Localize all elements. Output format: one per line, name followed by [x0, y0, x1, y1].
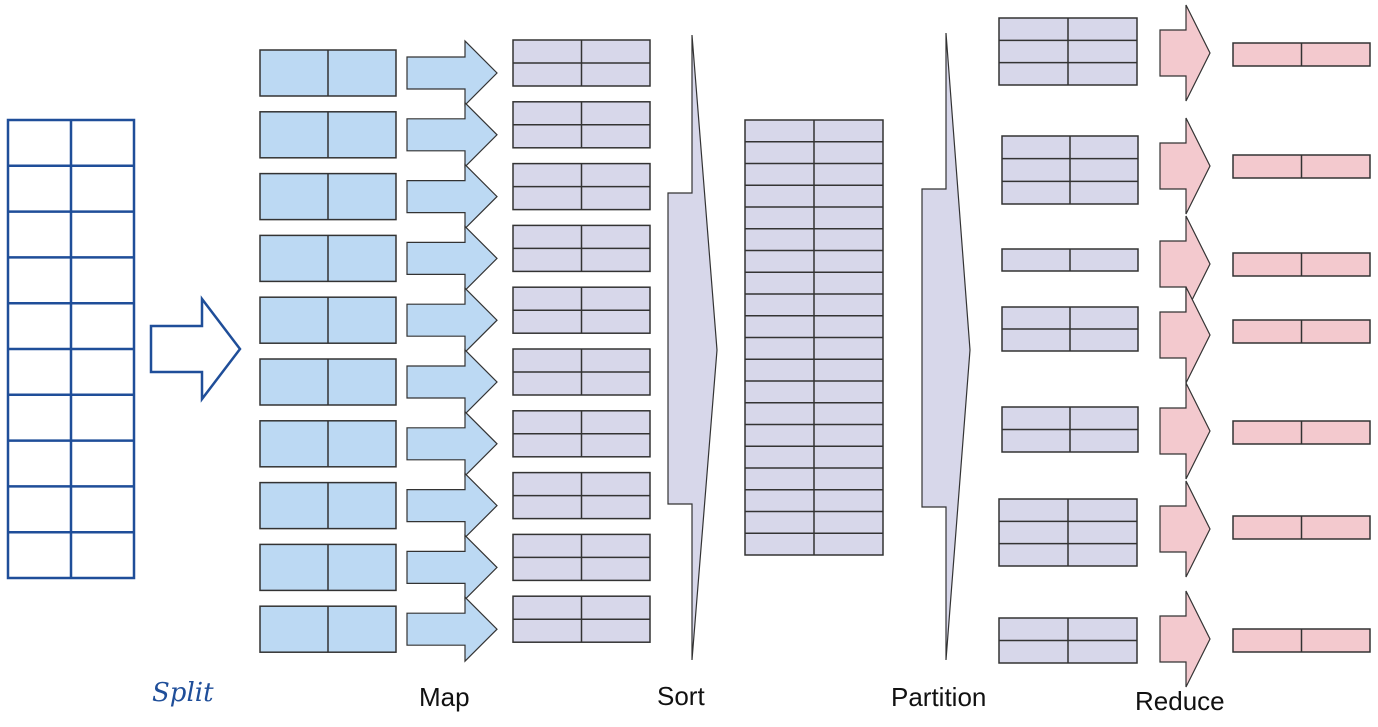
reduce-output-block	[1232, 420, 1371, 445]
reduce-arrows	[1159, 4, 1211, 688]
map-output-block	[512, 39, 651, 87]
sorted-grid	[744, 119, 884, 556]
sort-funnel-arrow	[667, 34, 718, 661]
map-input-block	[259, 234, 397, 283]
map-input-block	[259, 111, 397, 159]
reduce-arrow	[1159, 590, 1211, 688]
split-block-arrow	[149, 295, 242, 403]
partition-block	[998, 498, 1138, 567]
reduce-output-blocks	[1232, 42, 1371, 653]
sort-arrow	[667, 34, 718, 661]
map-arrow	[406, 533, 498, 601]
reduce-output-block	[1232, 154, 1371, 179]
map-input-block	[259, 605, 397, 653]
map-output-block	[512, 533, 651, 582]
map-output-blocks	[512, 39, 651, 643]
sort-label: Sort	[657, 681, 705, 711]
reduce-arrow	[1159, 4, 1211, 102]
partition-blocks	[998, 17, 1139, 664]
map-output-block	[512, 595, 651, 643]
partition-arrow	[921, 32, 971, 661]
partition-block	[1001, 306, 1139, 352]
map-input-block	[259, 172, 397, 221]
split-arrow	[149, 295, 242, 403]
map-input-block	[259, 358, 397, 406]
map-arrow	[406, 595, 498, 663]
map-arrow	[406, 224, 498, 292]
map-output-block	[512, 471, 651, 520]
split-input-table	[6, 118, 136, 580]
reduce-output-block	[1232, 252, 1371, 277]
reduce-arrow	[1159, 382, 1211, 480]
partition-block	[1001, 406, 1139, 453]
map-arrow	[406, 410, 498, 478]
reduce-output-block	[1232, 628, 1371, 653]
map-input-block	[259, 49, 397, 97]
map-arrow	[406, 348, 498, 416]
map-input-blocks	[259, 49, 397, 653]
map-arrow	[406, 101, 498, 169]
partition-label: Partition	[891, 682, 987, 712]
split-label: Split	[152, 678, 214, 708]
partition-block	[998, 17, 1138, 86]
map-input-block	[259, 420, 397, 468]
map-output-block	[512, 348, 651, 396]
sorted-table	[744, 119, 884, 556]
reduce-output-block	[1232, 42, 1371, 67]
reduce-output-block	[1232, 319, 1371, 344]
partition-block	[1001, 248, 1139, 272]
split-input-grid	[6, 118, 136, 580]
map-arrows	[406, 39, 498, 663]
map-input-block	[259, 481, 397, 530]
map-output-block	[512, 162, 651, 211]
map-output-block	[512, 410, 651, 458]
reduce-label: Reduce	[1135, 686, 1225, 716]
partition-funnel-arrow	[921, 32, 971, 661]
reduce-arrow	[1159, 215, 1211, 313]
reduce-arrow	[1159, 286, 1211, 384]
map-arrow	[406, 163, 498, 231]
map-input-block	[259, 543, 397, 592]
map-output-block	[512, 224, 651, 273]
reduce-arrow	[1159, 117, 1211, 215]
partition-block	[998, 617, 1138, 664]
reduce-output-block	[1232, 515, 1371, 540]
map-arrow	[406, 286, 498, 354]
map-label: Map	[419, 682, 470, 712]
map-arrow	[406, 39, 498, 107]
map-output-block	[512, 286, 651, 334]
map-input-block	[259, 296, 397, 344]
map-arrow	[406, 472, 498, 540]
partition-block	[1001, 135, 1139, 205]
map-output-block	[512, 101, 651, 149]
reduce-arrow	[1159, 480, 1211, 578]
